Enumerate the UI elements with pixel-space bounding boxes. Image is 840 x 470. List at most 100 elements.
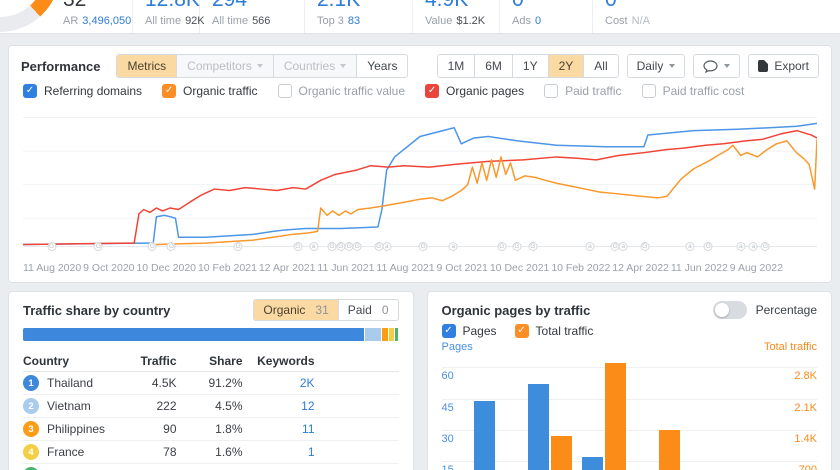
series-organic-pages [23, 131, 817, 245]
right-axis-label: Total traffic [764, 341, 817, 353]
google-update-marker[interactable]: G [166, 242, 176, 251]
pages-bar[interactable] [527, 384, 549, 470]
google-update-marker[interactable]: G [352, 242, 362, 251]
interval-dropdown[interactable]: Daily [626, 54, 686, 78]
google-update-marker[interactable]: a [585, 242, 595, 251]
legend-item-organic-pages[interactable]: ✓ Organic pages [425, 84, 524, 98]
metric-sub-value[interactable]: 0 [534, 15, 542, 27]
google-update-marker[interactable]: a [748, 242, 758, 251]
tab-years[interactable]: Years [356, 55, 407, 77]
share-cell: 0.6% [177, 468, 242, 470]
column-header-traffic: Traffic [140, 353, 177, 368]
country-name: Thailand [47, 376, 94, 390]
range-6m[interactable]: 6M [474, 55, 512, 77]
percentage-toggle-switch[interactable] [712, 301, 747, 319]
checkbox-unchecked[interactable] [544, 84, 559, 98]
column-header-country: Country [23, 353, 69, 368]
date-label: 10 Dec 2021 [489, 262, 550, 274]
checkbox-checked[interactable]: ✓ [514, 323, 529, 338]
share-cell: 1.6% [215, 445, 243, 459]
google-update-marker[interactable]: G [233, 242, 243, 251]
country-cell: 3 Philippines [23, 421, 107, 437]
google-update-marker[interactable]: G [703, 242, 713, 251]
google-update-marker[interactable]: a [618, 242, 628, 251]
legend-item-pages[interactable]: ✓ Pages [441, 323, 497, 338]
pages-bar[interactable] [473, 400, 495, 470]
traffic-cell: 78 [163, 445, 177, 459]
metric-sub-value[interactable]: 3,496,050 [82, 15, 132, 27]
legend-item-organic-traffic-value[interactable]: Organic traffic value [277, 84, 405, 98]
left-tick-label: 30 [441, 432, 454, 445]
organic-pages-title: Organic pages by traffic [441, 302, 591, 318]
left-axis-label: Pages [441, 341, 473, 353]
keywords-link[interactable]: 11 [302, 422, 315, 436]
google-update-marker[interactable]: G [528, 242, 538, 251]
legend-label: Referring domains [44, 84, 143, 98]
checkbox-unchecked[interactable] [277, 84, 292, 98]
share-cell: 91.2% [208, 376, 243, 390]
google-update-marker[interactable]: G [418, 242, 428, 251]
google-update-marker[interactable]: G [512, 242, 522, 251]
legend-item-organic-traffic[interactable]: ✓ Organic traffic [162, 84, 258, 98]
pages-bar[interactable] [581, 456, 603, 470]
google-update-marker[interactable]: G [760, 242, 770, 251]
google-update-marker[interactable]: G [327, 242, 337, 251]
checkbox-checked[interactable]: ✓ [441, 323, 456, 338]
checkbox-unchecked[interactable] [641, 84, 656, 98]
performance-header: Performance Metrics Competitors Countries Y… [9, 46, 831, 78]
tab-countries[interactable]: Countries [272, 55, 357, 77]
google-update-marker[interactable]: G [147, 242, 157, 251]
range-1m[interactable]: 1M [447, 59, 465, 73]
metric-sub-value[interactable]: 83 [347, 15, 361, 27]
range-all[interactable]: All [583, 55, 617, 77]
keywords-link[interactable]: 2K [299, 376, 315, 390]
checkbox-checked[interactable]: ✓ [425, 84, 440, 98]
checkbox-checked[interactable]: ✓ [162, 84, 177, 98]
google-update-marker[interactable]: G [640, 242, 650, 251]
keywords-link[interactable]: 12 [301, 399, 315, 413]
google-update-marker[interactable]: G [93, 242, 103, 251]
keywords-link[interactable]: 11 [243, 468, 314, 470]
export-button[interactable]: Export [748, 54, 819, 78]
traffic-bar[interactable] [604, 363, 626, 470]
keywords-link[interactable]: 1 [307, 445, 315, 459]
metric-value: 2.1K [317, 0, 412, 12]
organic-toggle[interactable]: Organic 31 [254, 300, 338, 320]
google-update-marker[interactable]: G [336, 242, 346, 251]
legend-item-paid-traffic[interactable]: Paid traffic [544, 84, 622, 98]
summary-metrics: 32AR3,496,05012.8KAll time92K294All time… [63, 0, 703, 33]
google-update-marker[interactable]: a [448, 242, 458, 251]
traffic-bar[interactable] [550, 436, 572, 470]
paid-toggle[interactable]: Paid 0 [337, 300, 398, 320]
google-update-marker[interactable]: a [736, 242, 746, 251]
performance-panel: Performance Metrics Competitors Countries Y… [8, 45, 832, 283]
table-row: 3 Philippines 90 1.8% 11 [23, 418, 399, 441]
traffic-cell: 4.5K [151, 376, 177, 390]
legend-item-referring-domains[interactable]: ✓ Referring domains [23, 84, 142, 98]
google-update-marker[interactable]: a [685, 242, 695, 251]
legend-item-total-traffic[interactable]: ✓ Total traffic [514, 323, 593, 338]
traffic-share-title: Traffic share by country [23, 302, 171, 318]
tab-competitors[interactable]: Competitors [176, 55, 273, 77]
legend-item-paid-traffic-cost[interactable]: Paid traffic cost [641, 84, 744, 98]
rank-badge: 4 [23, 444, 39, 460]
performance-line-chart[interactable] [23, 100, 817, 246]
bar-gridline: 30 1.4K [441, 429, 817, 445]
google-update-marker[interactable]: G [497, 242, 507, 251]
google-update-marker[interactable]: G [47, 242, 57, 251]
metric-sub: All time 566 [212, 15, 304, 27]
checkbox-checked[interactable]: ✓ [23, 84, 37, 98]
tab-metrics[interactable]: Metrics [117, 55, 177, 77]
range-2y[interactable]: 2Y [547, 55, 584, 77]
range-1y[interactable]: 1Y [511, 55, 548, 77]
traffic-bar[interactable] [658, 429, 680, 470]
pages-bar-chart[interactable]: 60 2.8K 45 2.1K 30 1.4K 15 700 [441, 355, 817, 470]
google-update-marker[interactable]: a [382, 242, 392, 251]
interval-label: Daily [636, 59, 664, 73]
notes-dropdown[interactable] [693, 54, 741, 78]
share-segment-india [395, 328, 399, 341]
google-update-marker[interactable]: a [309, 242, 319, 251]
google-update-marker[interactable]: G [293, 242, 303, 251]
